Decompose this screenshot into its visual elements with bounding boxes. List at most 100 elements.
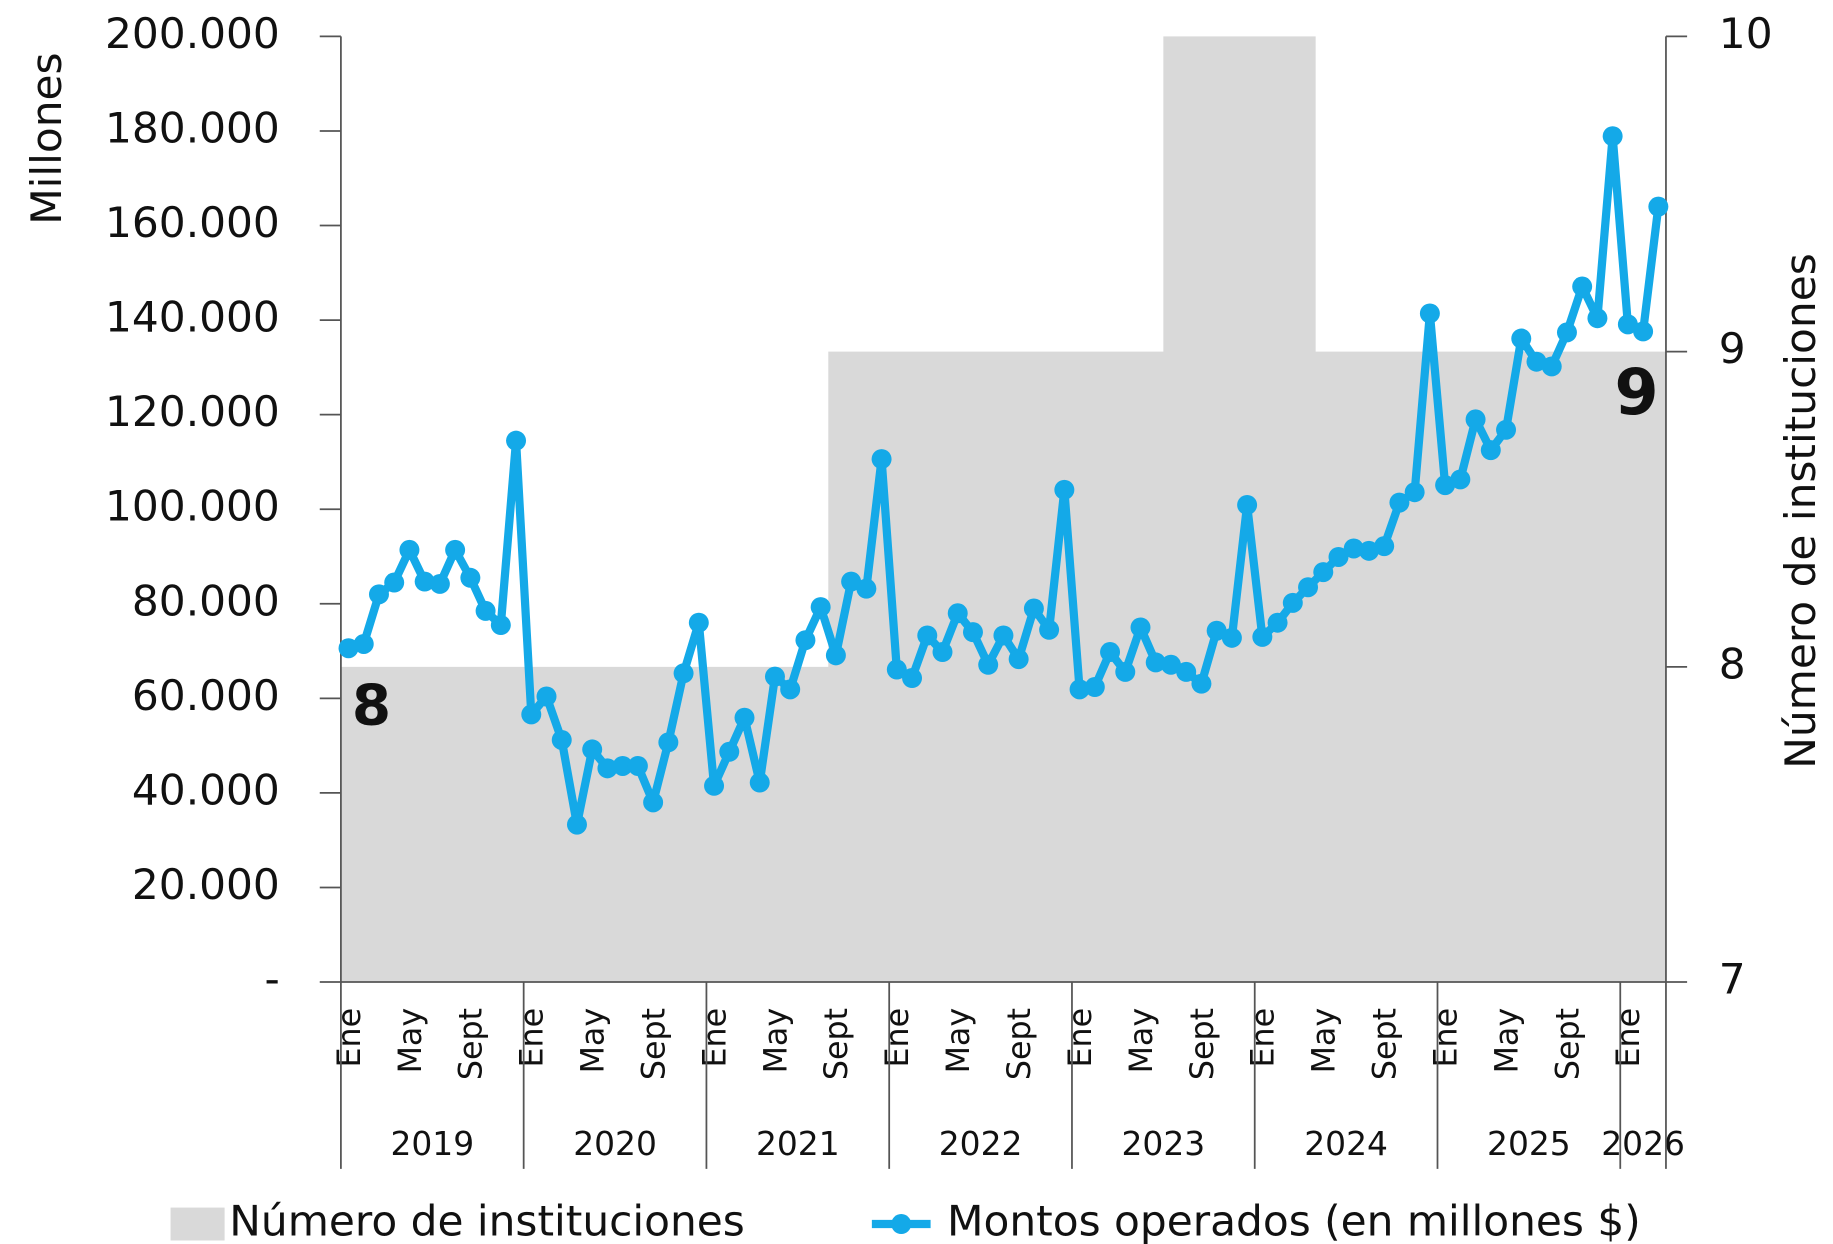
amount-marker <box>1465 409 1486 430</box>
amount-marker <box>688 612 709 633</box>
amount-marker <box>841 571 862 592</box>
annotation: 8 <box>352 674 391 739</box>
amount-marker <box>902 668 923 689</box>
x-tick-label: Sept <box>1185 1008 1221 1080</box>
amount-marker <box>1328 546 1349 567</box>
x-tick-label: Sept <box>1002 1008 1038 1080</box>
amount-marker <box>1633 321 1654 342</box>
amount-marker <box>643 792 664 813</box>
amount-marker <box>719 741 740 762</box>
x-tick-label: May <box>576 1008 612 1074</box>
x-tick-label: Ene <box>332 1008 368 1068</box>
annotation: 9 <box>1615 355 1659 429</box>
y-tick-label: 100.000 <box>105 482 280 531</box>
amount-marker <box>1221 627 1242 648</box>
year-label: 2024 <box>1304 1124 1388 1163</box>
y-tick-label: 20.000 <box>132 860 280 909</box>
amount-marker <box>506 430 527 451</box>
amount-marker <box>1450 469 1471 490</box>
amount-marker <box>1237 494 1258 515</box>
y-tick-label: 40.000 <box>132 765 280 814</box>
y-tick-label: 200.000 <box>105 9 280 58</box>
x-tick-label: Sept <box>1550 1008 1586 1080</box>
x-tick-label: Ene <box>515 1008 551 1068</box>
year-label: 2021 <box>756 1124 840 1163</box>
amount-marker <box>825 645 846 666</box>
year-label: 2019 <box>390 1124 474 1163</box>
amount-marker <box>704 775 725 796</box>
x-tick-label: May <box>758 1008 794 1074</box>
amount-marker <box>1496 419 1517 440</box>
amount-marker <box>764 666 785 687</box>
amount-marker <box>886 659 907 680</box>
amount-marker <box>521 704 542 725</box>
amount-marker <box>1526 351 1547 372</box>
amount-marker <box>734 707 755 728</box>
amount-marker <box>597 758 618 779</box>
amount-marker <box>810 597 831 618</box>
amount-marker <box>1648 196 1669 217</box>
amount-marker <box>993 625 1014 646</box>
amount-marker <box>627 755 648 776</box>
x-tick-label: Ene <box>697 1008 733 1068</box>
amount-marker <box>1435 475 1456 496</box>
y-tick-label: 120.000 <box>105 387 280 436</box>
x-tick-label: Ene <box>1428 1008 1464 1068</box>
amount-marker <box>582 739 603 760</box>
amount-marker <box>1039 619 1060 640</box>
y-tick-label: 80.000 <box>132 576 280 625</box>
x-tick-label: May <box>1489 1008 1525 1074</box>
amount-marker <box>1480 440 1501 461</box>
amount-marker <box>1511 328 1532 349</box>
x-tick-label: Sept <box>1368 1008 1404 1080</box>
x-tick-label: Sept <box>636 1008 672 1080</box>
amount-marker <box>399 539 420 560</box>
amount-marker <box>536 686 557 707</box>
amount-marker <box>932 642 953 663</box>
amount-marker <box>1023 598 1044 619</box>
amount-marker <box>1556 322 1577 343</box>
amount-marker <box>856 578 877 599</box>
legend-swatch <box>170 1207 225 1241</box>
x-tick-label: May <box>393 1008 429 1074</box>
amount-marker <box>978 654 999 675</box>
year-label: 2020 <box>573 1124 657 1163</box>
amount-marker <box>1206 620 1227 641</box>
amount-marker <box>780 679 801 700</box>
x-tick-label: Ene <box>1246 1008 1282 1068</box>
amount-marker <box>1541 356 1562 377</box>
amount-marker <box>1343 538 1364 559</box>
amount-marker <box>795 630 816 651</box>
amount-marker <box>1160 654 1181 675</box>
amount-marker <box>1145 652 1166 673</box>
y-tick-label: 160.000 <box>105 198 280 247</box>
y2-tick-label: 8 <box>1719 639 1746 688</box>
amount-marker <box>384 572 405 593</box>
legend-marker <box>891 1214 912 1235</box>
amount-marker <box>460 567 481 588</box>
amount-marker <box>1176 661 1197 682</box>
amount-marker <box>1267 612 1288 633</box>
amount-marker <box>445 539 466 560</box>
amount-marker <box>368 584 389 605</box>
amount-marker <box>1069 679 1090 700</box>
y2-axis-label: Número de instituciones <box>1776 253 1825 768</box>
amount-marker <box>1084 677 1105 697</box>
amount-marker <box>551 729 572 750</box>
amount-marker <box>338 638 359 659</box>
amount-marker <box>1100 642 1121 663</box>
amount-marker <box>1617 314 1638 335</box>
amount-marker <box>1572 276 1593 297</box>
amount-marker <box>475 600 496 621</box>
amount-marker <box>658 732 679 753</box>
amount-marker <box>566 814 587 835</box>
y2-tick-label: 10 <box>1719 9 1773 58</box>
year-label: 2025 <box>1487 1124 1571 1163</box>
y-axis-label: Millones <box>22 52 71 224</box>
y-tick-label: - <box>265 955 280 1004</box>
legend-label: Número de instituciones <box>229 1197 744 1244</box>
x-tick-label: May <box>1124 1008 1160 1074</box>
x-tick-label: Sept <box>819 1008 855 1080</box>
amount-marker <box>749 772 770 793</box>
amount-marker <box>1602 126 1623 147</box>
